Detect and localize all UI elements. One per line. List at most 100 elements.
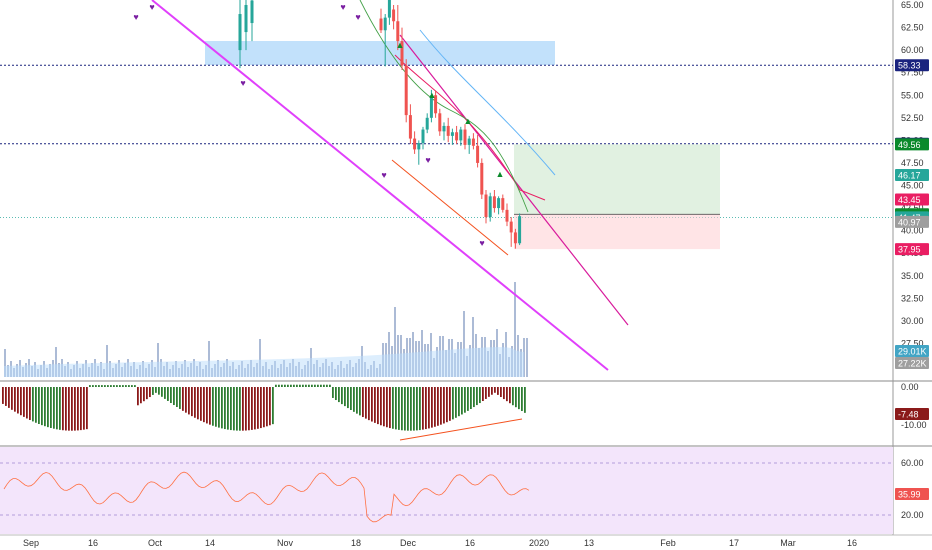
candle-body: [396, 21, 400, 42]
macd-bar: [152, 387, 154, 395]
macd-bar: [236, 387, 238, 431]
macd-bar: [128, 385, 130, 387]
price-tick-label: 27.50: [901, 338, 924, 348]
macd-bar: [329, 384, 331, 387]
price-tick-label: 30.00: [901, 316, 924, 326]
macd-bar: [83, 387, 85, 430]
price-label: 46.17: [898, 170, 921, 180]
macd-bar: [5, 387, 7, 406]
time-tick-label: 2020: [529, 538, 549, 548]
candles: [238, 0, 522, 249]
macd-bar: [119, 385, 121, 387]
price-axis: 65.0062.5060.0057.5055.0052.5050.0047.50…: [895, 0, 929, 520]
macd-bar: [476, 387, 478, 406]
time-axis: Sep 16 Oct 14 Nov 18 Dec 16 2020 13 Feb 17 Mar 16: [0, 534, 932, 548]
macd-bar: [173, 387, 175, 406]
macd-value-label-badge: [895, 408, 929, 420]
macd-bar: [137, 387, 139, 406]
volume-bar: [157, 343, 159, 377]
macd-bar: [410, 387, 412, 431]
macd-bar: [254, 387, 256, 430]
macd-bar: [374, 387, 376, 423]
trade-zones: [0, 41, 893, 250]
macd-bar: [71, 387, 73, 431]
macd-bar: [23, 387, 25, 417]
macd-tick-label: -10.00: [901, 420, 927, 430]
macd-bar: [269, 387, 271, 426]
sell-marker-icon: ♥: [133, 12, 138, 22]
macd-bar: [272, 387, 274, 425]
macd-bar: [398, 387, 400, 430]
candle-body: [509, 221, 513, 233]
candle-body: [408, 115, 412, 139]
candle-body: [480, 162, 484, 195]
time-tick-label: 18: [351, 538, 361, 548]
candle-body: [446, 125, 450, 136]
macd-bar: [248, 387, 250, 431]
macd-bar: [176, 387, 178, 408]
macd-bar: [275, 384, 277, 387]
time-tick-label: Oct: [148, 538, 163, 548]
time-tick-label: Sep: [23, 538, 39, 548]
candle-body: [455, 132, 459, 141]
macd-bar: [383, 387, 385, 427]
price-tick-label: 40.00: [901, 226, 924, 236]
macd-bar: [281, 384, 283, 387]
macd-bar: [17, 387, 19, 414]
macd-bar: [395, 387, 397, 430]
macd-pane: [2, 384, 526, 431]
macd-bar: [326, 384, 328, 387]
macd-bar: [74, 387, 76, 431]
candle-body: [417, 143, 421, 150]
macd-bar: [80, 387, 82, 431]
macd-bar: [380, 387, 382, 426]
volume-label-badge: [895, 357, 929, 369]
price-tick-label: 42.50: [901, 203, 924, 213]
candle-body: [238, 14, 242, 51]
macd-bar: [53, 387, 55, 429]
price-label: 58.33: [898, 61, 921, 71]
macd-bar: [2, 387, 4, 404]
macd-bar: [305, 384, 307, 387]
candle-body: [488, 196, 492, 218]
macd-bar: [122, 385, 124, 387]
macd-bar: [521, 387, 523, 412]
macd-bar: [104, 385, 106, 387]
rsi-value-label: 35.99: [898, 490, 921, 500]
candle-body: [413, 138, 417, 150]
trend-line: [151, 0, 609, 371]
macd-bar: [524, 387, 526, 413]
macd-bar: [407, 387, 409, 431]
macd-bar: [311, 384, 313, 387]
macd-bar: [35, 387, 37, 423]
sell-marker-icon: ♥: [149, 2, 154, 12]
sell-marker-icon: ♥: [355, 12, 360, 22]
candle-body: [387, 0, 391, 18]
macd-bar: [365, 387, 367, 419]
macd-bar: [428, 387, 430, 429]
macd-bar: [116, 385, 118, 387]
macd-bar: [62, 387, 64, 431]
divergence-arrow: [391, 159, 509, 256]
price-label-badge: [895, 193, 929, 206]
macd-bar: [479, 387, 481, 404]
macd-bar: [242, 387, 244, 431]
candle-body: [497, 198, 501, 209]
candle-body: [438, 113, 442, 132]
macd-bar: [482, 387, 484, 402]
macd-bar: [440, 387, 442, 425]
price-label-badge: [895, 168, 929, 181]
rsi-tick-label: 20.00: [901, 510, 924, 520]
time-tick-label: Mar: [780, 538, 796, 548]
volume-bar: [394, 307, 396, 377]
macd-bar: [218, 387, 220, 428]
price-tick-label: 47.50: [901, 158, 924, 168]
price-tick-label: 65.00: [901, 0, 924, 10]
candle-body: [244, 5, 248, 33]
volume-bar: [472, 317, 474, 377]
macd-bar: [167, 387, 169, 401]
macd-bar: [371, 387, 373, 422]
macd-tick-label: 0.00: [901, 382, 919, 392]
macd-bar: [299, 384, 301, 387]
